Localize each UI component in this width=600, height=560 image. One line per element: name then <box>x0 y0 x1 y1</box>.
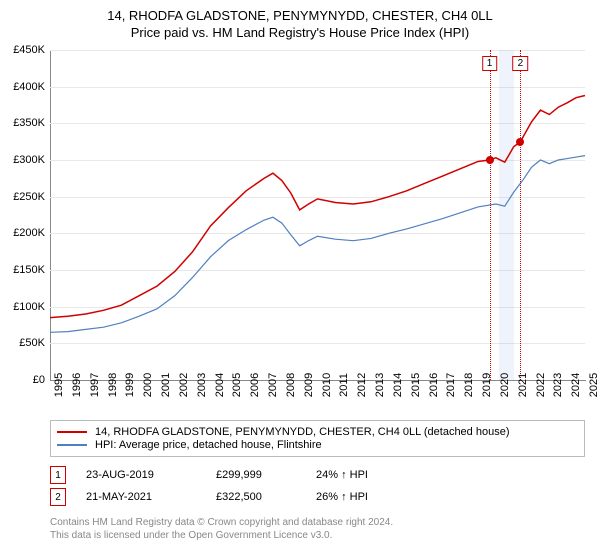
sale-date: 21-MAY-2021 <box>86 491 216 503</box>
sale-vline <box>490 50 491 380</box>
x-tick-label: 1999 <box>124 373 136 397</box>
x-tick-label: 2007 <box>267 373 279 397</box>
chart-container: 14, RHODFA GLADSTONE, PENYMYNYDD, CHESTE… <box>0 0 600 560</box>
sale-pct: 26% ↑ HPI <box>316 491 436 503</box>
sale-row: 2 21-MAY-2021£322,50026% ↑ HPI <box>50 488 436 506</box>
x-tick-label: 2014 <box>392 373 404 397</box>
sale-date: 23-AUG-2019 <box>86 469 216 481</box>
x-tick-label: 2017 <box>445 373 457 397</box>
y-tick-label: £400K <box>0 81 45 93</box>
x-tick-label: 1997 <box>89 373 101 397</box>
x-tick-label: 2008 <box>285 373 297 397</box>
x-tick-label: 2010 <box>321 373 333 397</box>
sale-index: 1 <box>50 466 66 484</box>
x-tick-label: 2003 <box>196 373 208 397</box>
y-tick-label: £200K <box>0 227 45 239</box>
x-tick-label: 2004 <box>214 373 226 397</box>
x-tick-label: 2023 <box>552 373 564 397</box>
x-tick-label: 2005 <box>231 373 243 397</box>
footer-line2: This data is licensed under the Open Gov… <box>50 529 393 542</box>
x-tick-label: 2021 <box>517 373 529 397</box>
y-tick-label: £150K <box>0 264 45 276</box>
chart-area: 12 £0£50K£100K£150K£200K£250K£300K£350K£… <box>50 50 585 380</box>
x-tick-label: 2019 <box>481 373 493 397</box>
legend: 14, RHODFA GLADSTONE, PENYMYNYDD, CHESTE… <box>50 420 585 457</box>
line-chart-svg <box>50 50 585 380</box>
x-tick-label: 2009 <box>303 373 315 397</box>
sale-pct: 24% ↑ HPI <box>316 469 436 481</box>
legend-swatch <box>57 444 87 446</box>
footer-attribution: Contains HM Land Registry data © Crown c… <box>50 516 393 542</box>
x-tick-label: 2025 <box>588 373 600 397</box>
legend-label: 14, RHODFA GLADSTONE, PENYMYNYDD, CHESTE… <box>95 426 509 438</box>
x-tick-label: 2020 <box>499 373 511 397</box>
y-tick-label: £100K <box>0 301 45 313</box>
sale-price: £322,500 <box>216 491 316 503</box>
y-tick-label: £50K <box>0 337 45 349</box>
x-tick-label: 2013 <box>374 373 386 397</box>
sale-vline <box>520 50 521 380</box>
x-tick-label: 2001 <box>160 373 172 397</box>
y-tick-label: £450K <box>0 44 45 56</box>
x-tick-label: 2012 <box>356 373 368 397</box>
y-tick-label: £300K <box>0 154 45 166</box>
x-tick-label: 1996 <box>71 373 83 397</box>
x-tick-label: 2022 <box>535 373 547 397</box>
sale-price: £299,999 <box>216 469 316 481</box>
sale-marker-label: 1 <box>482 56 498 71</box>
x-tick-label: 2016 <box>428 373 440 397</box>
line-hpi <box>50 156 585 333</box>
x-tick-label: 2011 <box>338 373 350 397</box>
title-block: 14, RHODFA GLADSTONE, PENYMYNYDD, CHESTE… <box>0 0 600 40</box>
y-tick-label: £350K <box>0 117 45 129</box>
y-tick-label: £0 <box>0 374 45 386</box>
x-tick-label: 2000 <box>142 373 154 397</box>
x-tick-label: 1998 <box>107 373 119 397</box>
title-subtitle: Price paid vs. HM Land Registry's House … <box>0 25 600 40</box>
sales-table: 1 23-AUG-2019£299,99924% ↑ HPI 2 21-MAY-202… <box>50 462 436 510</box>
x-tick-label: 1995 <box>53 373 65 397</box>
legend-swatch <box>57 431 87 433</box>
legend-label: HPI: Average price, detached house, Flin… <box>95 439 322 451</box>
footer-line1: Contains HM Land Registry data © Crown c… <box>50 516 393 529</box>
x-tick-label: 2024 <box>570 373 582 397</box>
x-tick-label: 2006 <box>249 373 261 397</box>
sale-marker <box>516 138 524 146</box>
x-tick-label: 2015 <box>410 373 422 397</box>
legend-row: 14, RHODFA GLADSTONE, PENYMYNYDD, CHESTE… <box>57 426 578 438</box>
sale-index: 2 <box>50 488 66 506</box>
x-tick-label: 2018 <box>463 373 475 397</box>
sale-marker-label: 2 <box>513 56 529 71</box>
sale-marker <box>486 156 494 164</box>
title-address: 14, RHODFA GLADSTONE, PENYMYNYDD, CHESTE… <box>0 8 600 23</box>
legend-row: HPI: Average price, detached house, Flin… <box>57 439 578 451</box>
sale-row: 1 23-AUG-2019£299,99924% ↑ HPI <box>50 466 436 484</box>
x-tick-label: 2002 <box>178 373 190 397</box>
y-tick-label: £250K <box>0 191 45 203</box>
